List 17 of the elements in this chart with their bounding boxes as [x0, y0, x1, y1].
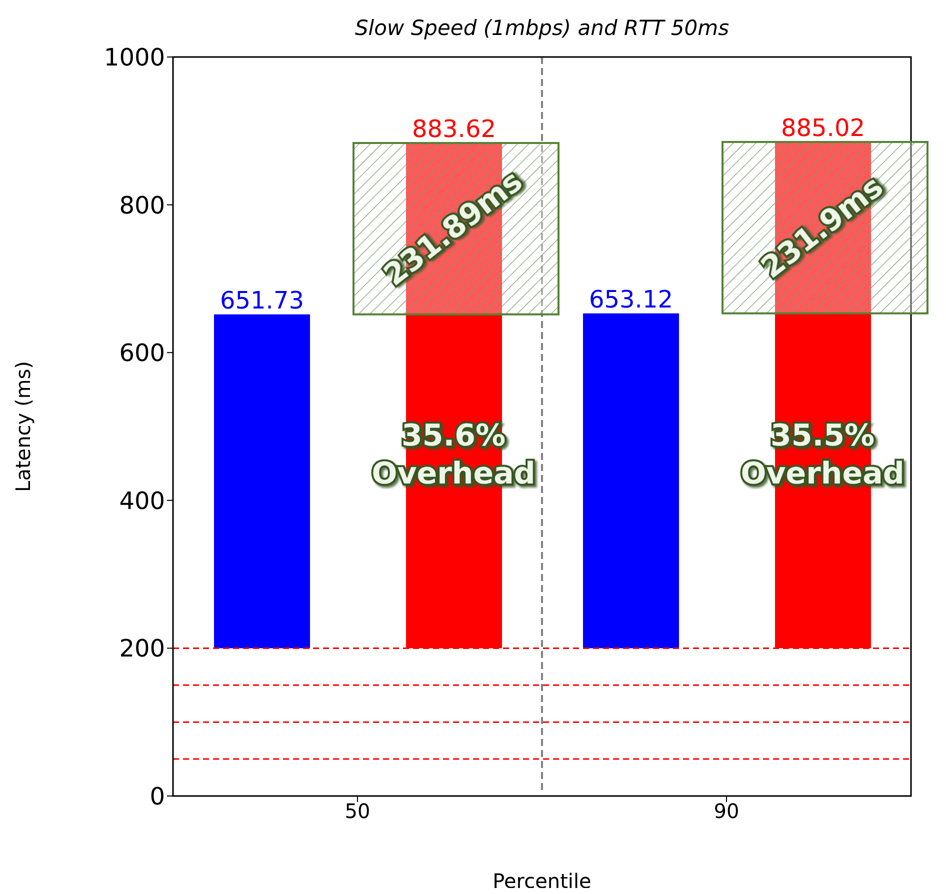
data-label: 653.12 — [589, 285, 673, 314]
data-label: 651.73 — [220, 286, 304, 314]
y-tick-label: 400 — [119, 486, 165, 515]
bar — [214, 314, 310, 648]
data-label: 885.02 — [781, 114, 865, 142]
y-tick-label: 800 — [119, 191, 165, 220]
x-tick-label: 50 — [344, 799, 370, 824]
bar — [583, 313, 679, 648]
y-tick-label: 0 — [150, 782, 165, 811]
x-tick-label: 90 — [714, 799, 740, 824]
y-tick-label: 600 — [119, 339, 165, 368]
y-tick-label: 200 — [119, 634, 165, 663]
y-tick-label: 1000 — [104, 44, 165, 72]
y-axis-title: Latency (ms) — [11, 361, 36, 492]
data-label: 883.62 — [412, 115, 496, 144]
chart-title: Slow Speed (1mbps) and RTT 50ms — [354, 16, 730, 40]
x-axis-title: Percentile — [492, 869, 592, 893]
